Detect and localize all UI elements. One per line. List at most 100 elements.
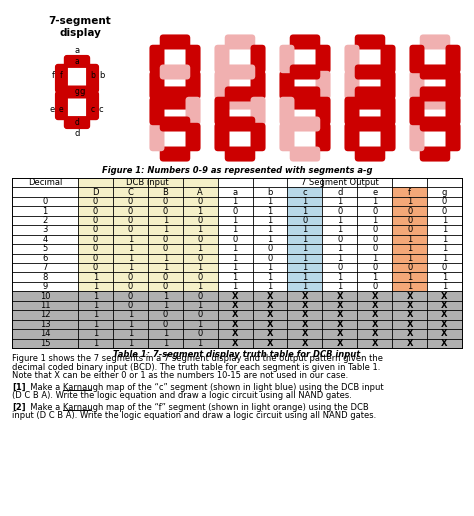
Text: X: X xyxy=(337,311,343,319)
Bar xyxy=(218,329,253,338)
Text: 0: 0 xyxy=(337,206,342,216)
Bar xyxy=(78,253,113,263)
Text: b: b xyxy=(99,71,104,79)
Text: X: X xyxy=(441,339,448,348)
Bar xyxy=(218,235,253,244)
Bar xyxy=(357,272,392,282)
Bar xyxy=(253,225,287,235)
Bar xyxy=(357,310,392,320)
Bar xyxy=(392,282,427,292)
Text: X: X xyxy=(406,329,413,338)
Text: X: X xyxy=(232,320,238,329)
Bar xyxy=(113,187,148,197)
Text: 0: 0 xyxy=(337,235,342,244)
Text: 0: 0 xyxy=(93,235,98,244)
Bar xyxy=(182,235,218,244)
Text: 1: 1 xyxy=(128,339,133,348)
Bar xyxy=(182,282,218,292)
Bar xyxy=(427,282,462,292)
FancyBboxPatch shape xyxy=(290,94,320,109)
Bar xyxy=(148,206,182,216)
Bar xyxy=(218,187,253,197)
Text: X: X xyxy=(267,339,273,348)
Bar xyxy=(427,244,462,253)
Text: 1: 1 xyxy=(442,272,447,282)
Text: e: e xyxy=(372,188,377,197)
Text: 1: 1 xyxy=(198,282,203,291)
Bar xyxy=(322,206,357,216)
FancyBboxPatch shape xyxy=(420,87,450,102)
Bar xyxy=(392,272,427,282)
Bar xyxy=(78,216,113,225)
Bar xyxy=(287,292,322,301)
Bar xyxy=(12,272,78,282)
Text: 1: 1 xyxy=(302,272,308,282)
Bar xyxy=(357,225,392,235)
Text: 0: 0 xyxy=(198,329,203,338)
Text: 1: 1 xyxy=(93,311,98,319)
Bar xyxy=(322,272,357,282)
Bar xyxy=(357,197,392,206)
Bar xyxy=(148,253,182,263)
Bar xyxy=(12,263,78,272)
FancyBboxPatch shape xyxy=(446,71,461,99)
FancyBboxPatch shape xyxy=(214,71,229,99)
Bar xyxy=(113,244,148,253)
FancyBboxPatch shape xyxy=(55,91,68,120)
Text: 1: 1 xyxy=(163,301,168,310)
Bar xyxy=(12,338,78,348)
Bar xyxy=(253,320,287,329)
Bar xyxy=(148,301,182,310)
Bar xyxy=(427,263,462,272)
Bar xyxy=(218,178,253,187)
Text: X: X xyxy=(301,301,308,310)
FancyBboxPatch shape xyxy=(355,117,385,132)
Bar xyxy=(218,310,253,320)
Bar xyxy=(427,292,462,301)
Text: 0: 0 xyxy=(407,206,412,216)
Text: g: g xyxy=(80,88,85,96)
Bar xyxy=(182,310,218,320)
Bar xyxy=(427,216,462,225)
Text: 1: 1 xyxy=(337,272,342,282)
Bar xyxy=(357,301,392,310)
Text: 1: 1 xyxy=(302,197,308,206)
Bar xyxy=(357,187,392,197)
Text: 1: 1 xyxy=(93,282,98,291)
Text: 0: 0 xyxy=(198,216,203,225)
Text: 0: 0 xyxy=(198,292,203,300)
FancyBboxPatch shape xyxy=(410,71,425,99)
Bar xyxy=(357,320,392,329)
Text: 0: 0 xyxy=(372,282,377,291)
Bar xyxy=(113,272,148,282)
Text: 0: 0 xyxy=(93,225,98,234)
FancyBboxPatch shape xyxy=(446,123,461,151)
Text: 1: 1 xyxy=(372,197,377,206)
Text: 1: 1 xyxy=(442,225,447,234)
Text: X: X xyxy=(441,329,448,338)
Text: X: X xyxy=(337,339,343,348)
Text: C: C xyxy=(128,188,133,197)
FancyBboxPatch shape xyxy=(381,96,396,125)
Text: e: e xyxy=(50,105,55,114)
Bar xyxy=(113,235,148,244)
FancyBboxPatch shape xyxy=(64,86,90,99)
Text: 3: 3 xyxy=(42,225,48,234)
Text: 0: 0 xyxy=(93,197,98,206)
Text: 1: 1 xyxy=(267,235,273,244)
Text: 0: 0 xyxy=(198,197,203,206)
Bar xyxy=(392,178,427,187)
Bar xyxy=(12,310,78,320)
Text: 1: 1 xyxy=(407,272,412,282)
Bar xyxy=(148,329,182,338)
FancyBboxPatch shape xyxy=(55,64,68,93)
Text: X: X xyxy=(301,339,308,348)
Text: Figure 1 shows the 7 segments in a 7 segment display and the output pattern give: Figure 1 shows the 7 segments in a 7 seg… xyxy=(12,354,383,363)
Bar xyxy=(12,178,462,348)
Text: 1: 1 xyxy=(302,263,308,272)
Text: 1: 1 xyxy=(442,282,447,291)
FancyBboxPatch shape xyxy=(160,87,190,102)
Text: 1: 1 xyxy=(232,272,237,282)
Text: X: X xyxy=(406,301,413,310)
Bar xyxy=(113,178,148,187)
